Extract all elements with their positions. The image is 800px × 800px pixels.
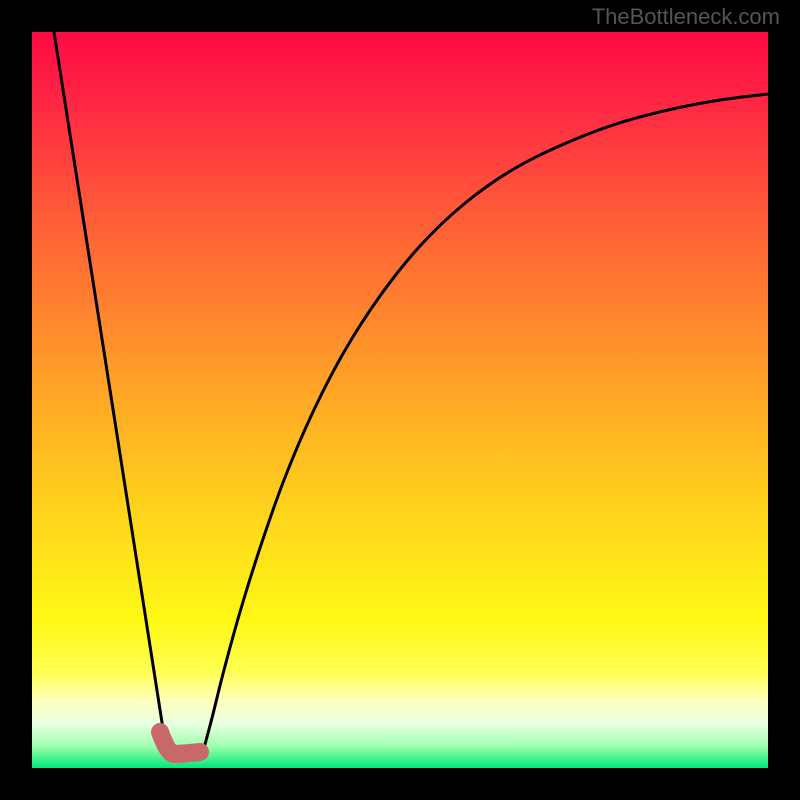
chart-plot-bg xyxy=(32,32,768,768)
watermark-text: TheBottleneck.com xyxy=(592,4,780,30)
chart-container: TheBottleneck.com xyxy=(0,0,800,800)
bottleneck-chart xyxy=(0,0,800,800)
